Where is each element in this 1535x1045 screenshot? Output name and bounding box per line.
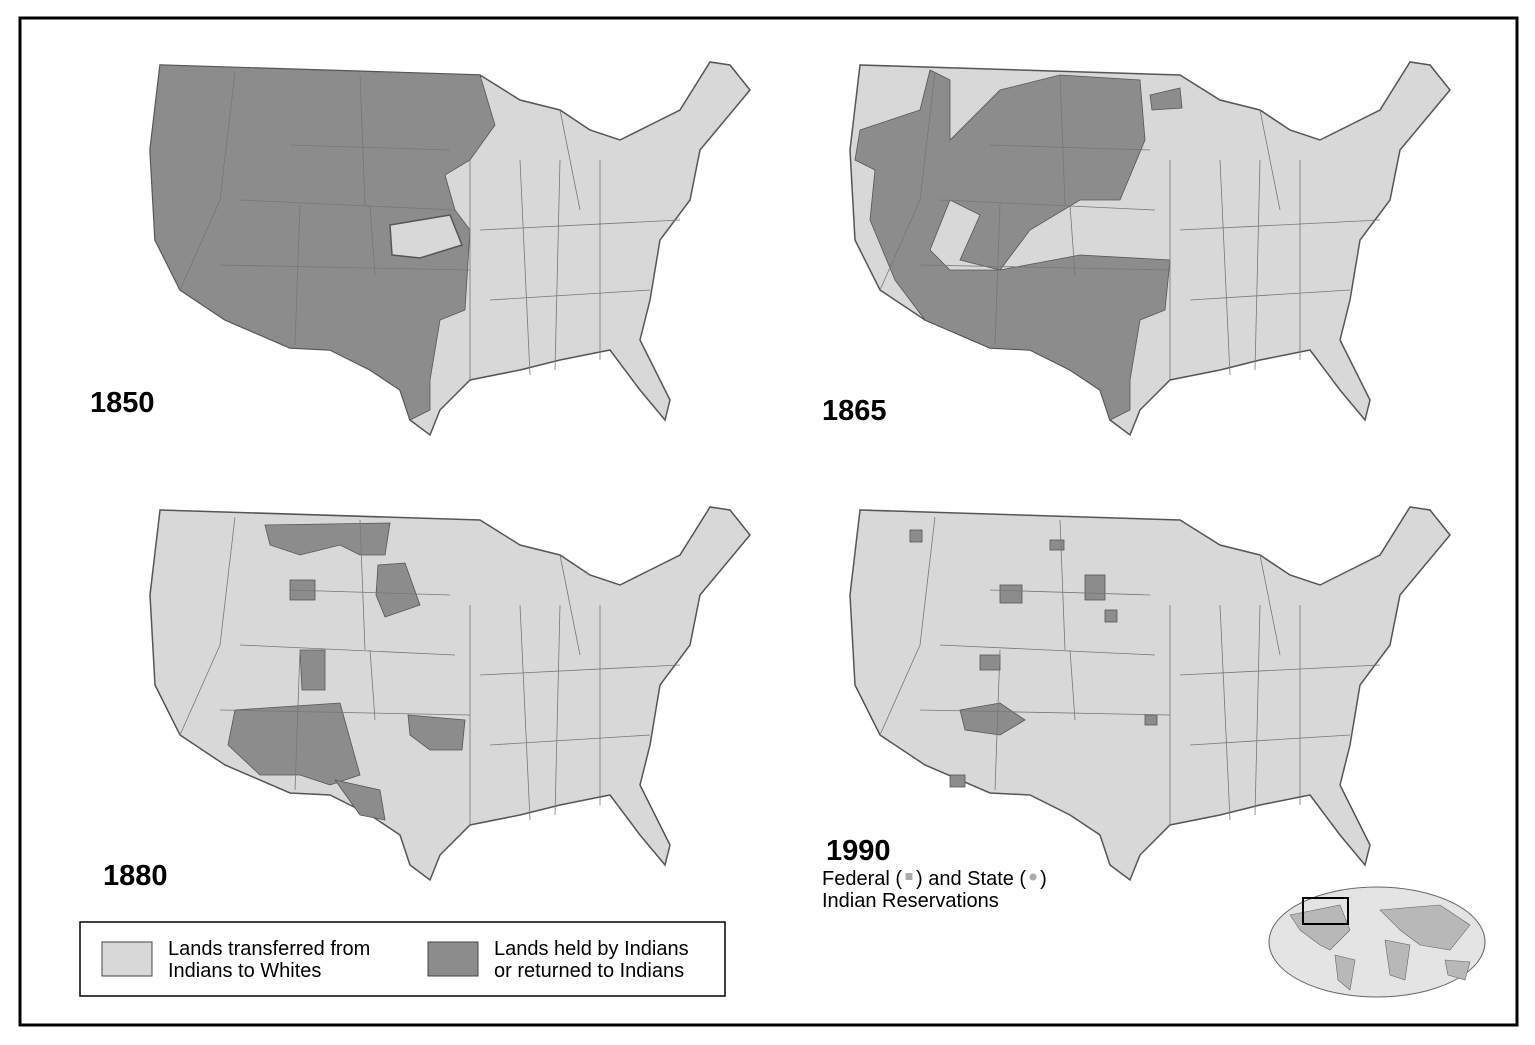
indian-lands [334,779,386,821]
indian-lands [375,562,421,618]
indian-lands [149,64,496,421]
indian-lands [407,714,466,751]
reservation [999,584,1023,604]
reservation [909,529,923,543]
world-inset [1268,886,1486,998]
indian-lands [299,649,326,691]
inset-frame [1302,897,1349,925]
reservation-note: Federal ( ) and State () [822,868,1047,890]
note-text: Federal ( [822,868,902,890]
legend-swatch [427,941,479,977]
map-1990 [849,506,1451,881]
map-1865: 1865 [822,61,1451,436]
reservation [1084,574,1106,601]
note-text: ) [1040,868,1047,890]
year-label: 1880 [103,860,168,892]
year-label: 1850 [90,387,155,419]
state-icon [1029,873,1037,881]
map-1850: 1850 [90,61,751,436]
us-outline [149,506,751,881]
indian-lands [264,522,391,556]
indian-lands [854,69,1171,421]
reservation [1144,714,1158,726]
map-1880: 1880 [103,506,751,892]
legend-text: Indians to Whites [168,960,321,982]
legend-text: Lands transferred from [168,938,370,960]
year-label: 1990 [826,835,891,867]
legend-text: Lands held by Indians [494,938,689,960]
legend-text: or returned to Indians [494,960,684,982]
note-text: ) and State ( [916,868,1026,890]
indian-lands [1149,87,1183,111]
transferred-lands [389,214,463,259]
reservation-note: Indian Reservations [822,890,999,912]
reservation [1104,609,1118,623]
reservation [979,654,1001,671]
legend-swatch [101,941,153,977]
indian-lands [227,702,361,786]
reservation [949,774,966,788]
legend [79,921,726,997]
reservation [1049,539,1065,551]
federal-icon [905,873,913,880]
year-label: 1865 [822,395,887,427]
us-outline [849,506,1451,881]
continents [1289,904,1471,991]
frame [18,16,1519,1027]
